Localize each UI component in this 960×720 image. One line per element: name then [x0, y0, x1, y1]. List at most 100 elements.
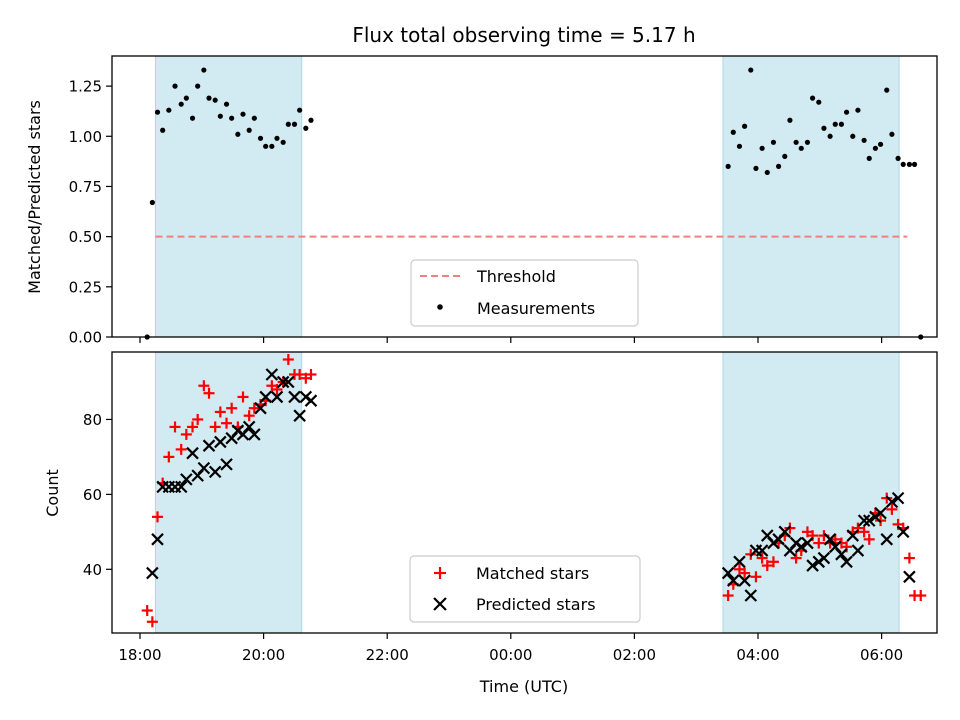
measurement-point: [827, 133, 833, 139]
matched-star-point: [903, 552, 915, 564]
x-tick-label: 18:00: [118, 646, 161, 664]
predicted-star-point: [146, 566, 159, 580]
matched-star-point: [214, 406, 226, 418]
legend-measurements-swatch: [437, 304, 443, 310]
matched-star-point: [198, 380, 210, 392]
measurement-point: [866, 155, 872, 161]
predicted-star-point: [840, 555, 853, 569]
measurement-point: [850, 133, 856, 139]
x-tick-label: 20:00: [242, 646, 285, 664]
top-panel: 0.00 0.25 0.50 0.75 1.00 1.25 Matched/Predict…: [25, 55, 938, 347]
measurement-point: [759, 145, 765, 151]
predicted-star-point: [214, 435, 227, 449]
bottom-legend: Matched stars Predicted stars: [409, 555, 641, 623]
predicted-star-point: [721, 566, 735, 580]
x-tick-label: 00:00: [489, 646, 532, 664]
measurement-point: [223, 101, 230, 107]
measurement-point: [235, 131, 241, 137]
measurement-point: [308, 117, 314, 123]
x-tick-label: 04:00: [736, 646, 779, 664]
matched-star-point: [813, 537, 825, 549]
measurement-point: [269, 143, 275, 149]
measurement-point: [742, 123, 748, 129]
matched-star-point: [221, 417, 233, 429]
predicted-star-point: [293, 409, 306, 422]
measurement-point: [748, 67, 754, 73]
predicted-star-point: [806, 559, 819, 572]
predicted-star-point: [801, 536, 814, 550]
x-tick-label: 22:00: [366, 646, 409, 664]
measurement-point: [838, 121, 845, 127]
x-tick-label: 02:00: [613, 646, 656, 664]
bottom-y-axis-label: Count: [43, 469, 62, 517]
measurement-point: [770, 139, 777, 145]
bottom-y-tick-label: 40: [83, 561, 102, 579]
matched-star-point: [750, 571, 762, 583]
matched-star-point: [756, 552, 768, 564]
measurement-point: [154, 109, 161, 115]
predicted-star-point: [180, 473, 193, 486]
matched-star-point: [209, 421, 221, 433]
predicted-star-point: [794, 540, 808, 554]
matched-star-point: [761, 560, 773, 572]
legend-predicted-swatch: [433, 597, 447, 611]
predicted-star-point: [896, 525, 910, 539]
predicted-star-point: [248, 428, 261, 441]
predicted-star-point: [259, 390, 272, 404]
chart-title: Flux total observing time = 5.17 h: [352, 23, 695, 47]
top-legend-box: [410, 259, 639, 327]
measurement-point: [229, 115, 235, 121]
top-y-tick-label: 0.25: [69, 278, 102, 296]
measurement-point: [160, 127, 166, 133]
measurement-point: [832, 121, 838, 127]
predicted-star-point: [242, 420, 256, 434]
predicted-star-point: [823, 533, 837, 546]
measurement-point: [906, 161, 913, 167]
bottom-panel: 18:00 20:00 22:00 00:00 02:00 04:00 06:00 40 60 8…: [43, 351, 938, 696]
predicted-star-point: [755, 544, 769, 557]
measurement-point: [251, 115, 257, 121]
measurement-point: [240, 111, 246, 117]
measurement-point: [263, 143, 269, 149]
top-plot-frame: [111, 55, 938, 338]
top-shaded-interval-0: [154, 55, 303, 338]
top-y-tick-label: 1.25: [69, 78, 102, 96]
measurement-point: [149, 199, 155, 206]
matched-star-point: [282, 353, 294, 365]
measurement-point: [257, 135, 264, 141]
predicted-star-point: [288, 390, 301, 404]
bottom-y-tick-label: 60: [83, 486, 102, 504]
predicted-star-point: [197, 461, 211, 475]
x-axis-label: Time (UTC): [479, 677, 568, 696]
top-y-tick-label: 0.00: [69, 329, 102, 347]
measurement-point: [725, 163, 731, 169]
measurement-point: [730, 129, 736, 135]
predicted-star-point: [880, 533, 894, 546]
bottom-plot-frame: [111, 351, 938, 634]
matched-star-point: [790, 552, 802, 564]
measurement-point: [297, 107, 303, 113]
measurement-point: [764, 169, 770, 176]
predicted-star-point: [846, 529, 860, 542]
matched-star-point: [226, 402, 238, 414]
matched-star-point: [767, 556, 779, 568]
top-y-axis-label: Matched/Predicted stars: [25, 100, 44, 294]
legend-matched-swatch: [434, 567, 446, 579]
matched-star-point: [141, 605, 153, 617]
legend-matched-label: Matched stars: [476, 564, 589, 583]
measurement-point: [736, 143, 743, 149]
predicted-star-point: [885, 495, 899, 509]
measurement-point: [291, 121, 298, 127]
measurement-point: [178, 101, 184, 107]
matched-star-point: [243, 410, 255, 422]
matched-star-point: [203, 387, 215, 399]
matched-star-point: [163, 451, 175, 463]
matched-star-point: [294, 368, 306, 380]
matched-star-point: [237, 391, 249, 403]
matched-star-point: [152, 511, 164, 523]
measurement-point: [787, 117, 793, 123]
matched-star-point: [146, 616, 158, 628]
predicted-star-point: [862, 514, 876, 527]
measurement-point: [274, 135, 280, 141]
